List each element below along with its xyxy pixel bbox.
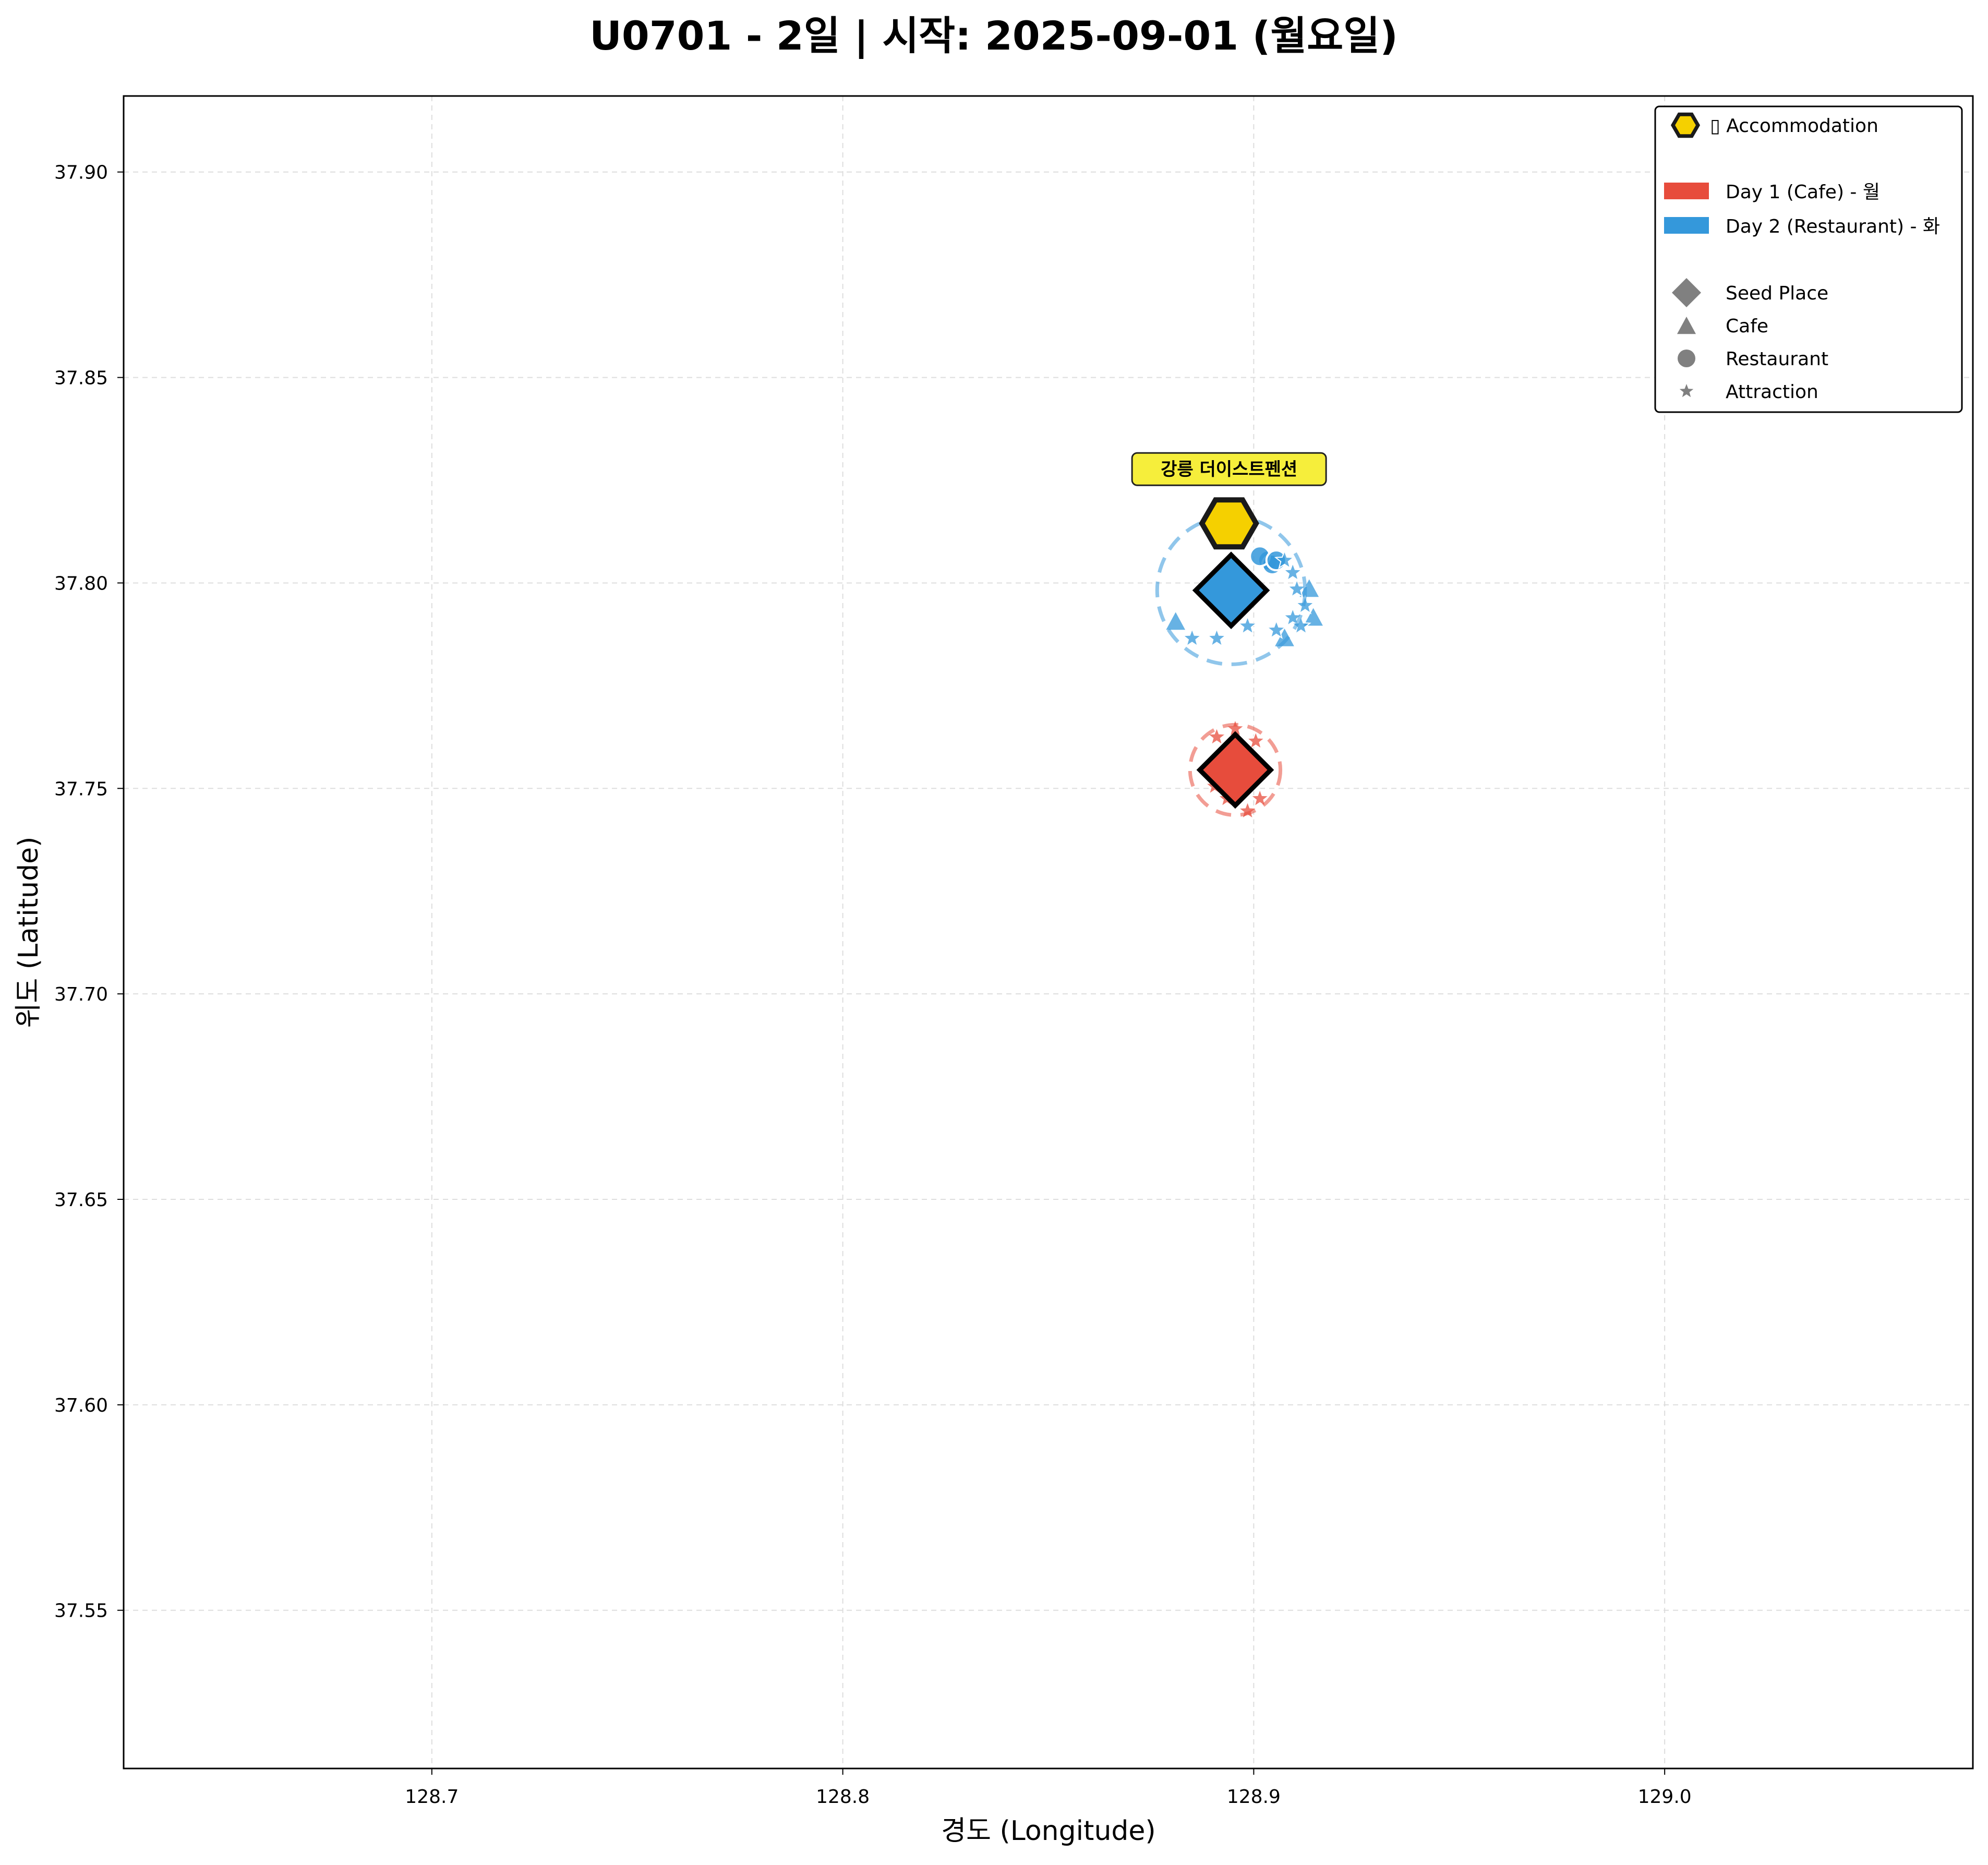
x-axis-ticks: 128.7 128.8 128.9 129.0 — [405, 1768, 1692, 1808]
plot-marks: 강릉 더이스트펜션 — [1131, 452, 1327, 820]
y-tick-label: 37.65 — [54, 1189, 108, 1211]
attraction-point — [1291, 615, 1311, 635]
accommodation-marker — [1199, 497, 1259, 550]
day-radius-circle — [1188, 723, 1283, 817]
legend-accommodation-icon — [1670, 112, 1701, 138]
legend-marker-label: Cafe — [1726, 316, 1768, 337]
legend-star-icon — [1679, 384, 1694, 398]
attraction-point — [1245, 730, 1267, 750]
y-tick-label: 37.75 — [54, 778, 108, 800]
legend-box — [1654, 105, 1963, 413]
legend-day-label: Day 2 (Restaurant) - 화 — [1726, 216, 1940, 237]
x-tick-label: 128.9 — [1227, 1786, 1281, 1808]
y-tick-label: 37.70 — [54, 984, 108, 1005]
day-radius-circle — [1155, 514, 1307, 666]
y-tick-label: 37.55 — [54, 1601, 108, 1622]
accommodation-label-box — [1131, 452, 1327, 486]
series-day-1 — [1188, 718, 1283, 820]
attraction-point — [1182, 627, 1203, 647]
legend-marker-label: Restaurant — [1726, 348, 1828, 370]
x-axis-label: 경도 (Longitude) — [941, 1815, 1155, 1847]
attraction-point — [1266, 619, 1287, 639]
attraction-point — [1274, 549, 1295, 570]
legend-day-swatch — [1664, 183, 1709, 199]
y-axis-ticks: 37.55 37.60 37.65 37.70 37.75 37.80 37.85 37.90 — [54, 162, 124, 1622]
accommodation-label: 강릉 더이스트펜션 — [1161, 459, 1297, 480]
x-tick-label: 128.8 — [816, 1786, 870, 1808]
y-tick-label: 37.60 — [54, 1395, 108, 1416]
accommodation: 강릉 더이스트펜션 — [1131, 452, 1327, 550]
x-tick-label: 129.0 — [1638, 1786, 1692, 1808]
chart-title: U0701 - 2일 | 시작: 2025-09-01 (월요일) — [589, 13, 1398, 59]
cafe-point — [1163, 609, 1188, 632]
y-tick-label: 37.80 — [54, 573, 108, 594]
x-tick-label: 128.7 — [405, 1786, 459, 1808]
legend-day-label: Day 1 (Cafe) - 월 — [1726, 182, 1880, 203]
plot-frame — [123, 95, 1974, 1770]
attraction-point — [1282, 561, 1303, 582]
series-day-2 — [1155, 514, 1326, 666]
legend-circle-icon — [1678, 350, 1695, 367]
y-tick-label: 37.90 — [54, 162, 108, 184]
legend-marker-label: Seed Place — [1726, 283, 1828, 304]
y-tick-label: 37.85 — [54, 368, 108, 389]
attraction-point — [1249, 788, 1271, 808]
legend-accommodation-label: ▯ Accommodation — [1710, 115, 1878, 137]
y-axis-label: 위도 (Latitude) — [13, 837, 44, 1028]
legend-triangle-icon — [1677, 317, 1696, 334]
legend-day-swatch — [1664, 217, 1709, 234]
cafe-point — [1301, 605, 1326, 628]
legend: ▯ Accommodation Day 1 (Cafe) - 월 Day 2 (Re… — [1654, 105, 1963, 413]
seed-place-marker — [1196, 731, 1274, 809]
seed-place-marker — [1192, 551, 1270, 629]
attraction-point — [1206, 627, 1227, 647]
attraction-point — [1237, 615, 1258, 635]
legend-marker-label: Attraction — [1726, 381, 1818, 403]
legend-diamond-icon — [1672, 278, 1701, 307]
cafe-point — [1272, 625, 1297, 648]
